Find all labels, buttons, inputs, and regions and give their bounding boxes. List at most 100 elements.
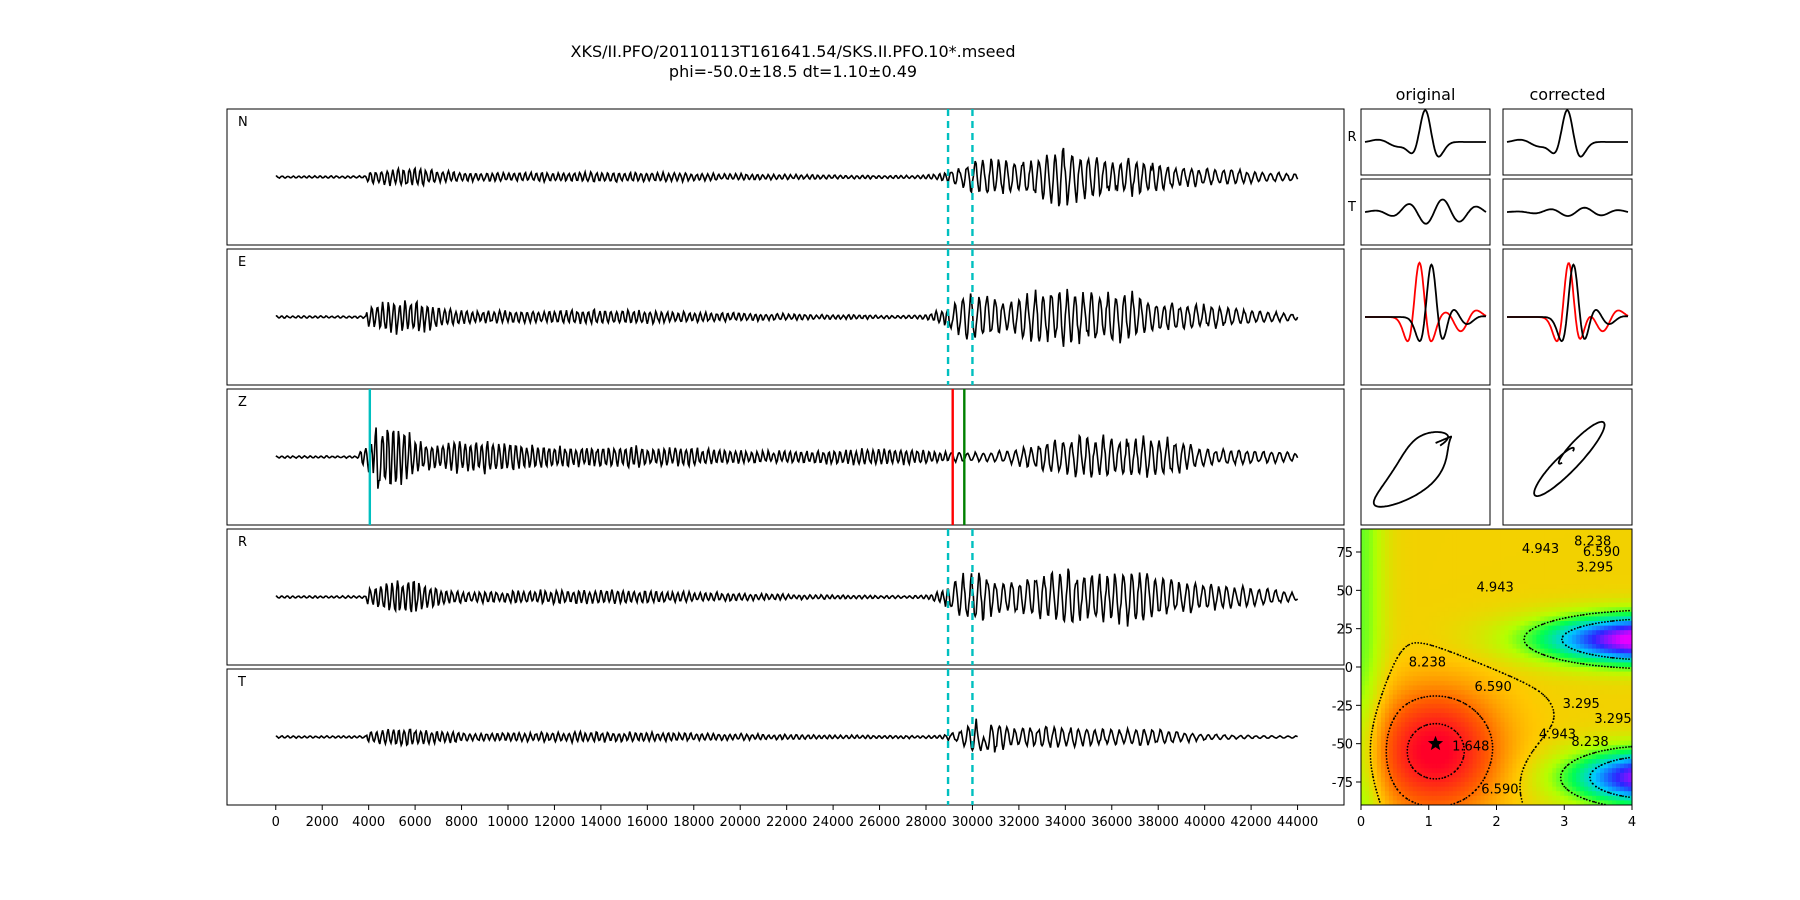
heat-cell <box>1476 791 1482 797</box>
heat-cell <box>1424 542 1430 548</box>
heat-cell <box>1500 726 1506 732</box>
heat-cell <box>1536 671 1541 677</box>
contour-point <box>1385 758 1388 760</box>
heat-cell <box>1492 685 1498 691</box>
heat-cell <box>1540 616 1545 622</box>
heat-cell <box>1504 598 1510 604</box>
heat-cell <box>1548 662 1553 668</box>
heat-cell <box>1488 648 1494 654</box>
heat-cell <box>1396 772 1402 778</box>
heat-cell <box>1476 547 1482 553</box>
x-tick-label: 8000 <box>445 815 478 830</box>
heat-cell <box>1496 593 1502 599</box>
heat-cell <box>1492 754 1498 760</box>
heat-cell <box>1404 529 1410 535</box>
heat-cell <box>1524 745 1529 751</box>
heat-cell <box>1380 703 1386 709</box>
heat-cell <box>1516 726 1522 732</box>
heat-cell <box>1612 565 1617 571</box>
heat-cell <box>1512 713 1518 719</box>
heat-cell <box>1608 777 1613 783</box>
heat-cell <box>1361 699 1366 705</box>
column-title-0: original <box>1396 85 1456 104</box>
heat-cell <box>1468 680 1474 686</box>
heat-cell <box>1400 726 1406 732</box>
heat-cell <box>1464 763 1470 769</box>
contour-point <box>1435 695 1438 697</box>
heat-cell <box>1508 722 1514 728</box>
heat-cell <box>1392 754 1398 760</box>
heat-cell <box>1576 561 1581 567</box>
contour-point <box>1585 652 1588 655</box>
row-label-r: R <box>1347 130 1356 145</box>
heat-cell <box>1600 607 1605 613</box>
heat-cell <box>1472 657 1478 663</box>
heat-cell <box>1528 653 1533 659</box>
heat-cell <box>1432 542 1438 548</box>
heat-cell <box>1580 561 1585 567</box>
heat-cell <box>1384 671 1390 677</box>
heat-cell <box>1624 588 1629 594</box>
heat-cell <box>1492 777 1498 783</box>
heat-cell <box>1580 777 1585 783</box>
heat-cell <box>1476 561 1482 567</box>
heat-cell <box>1460 644 1466 650</box>
heat-cell <box>1552 726 1557 732</box>
heat-cell <box>1528 616 1533 622</box>
heat-cell <box>1628 782 1632 788</box>
heat-cell <box>1564 602 1569 608</box>
heat-cell <box>1604 745 1609 751</box>
heat-cell <box>1520 749 1525 755</box>
contour-point <box>1608 791 1610 794</box>
heat-cell <box>1412 593 1418 599</box>
heat-cell <box>1480 749 1486 755</box>
heat-cell <box>1392 671 1398 677</box>
heat-cell <box>1428 538 1434 544</box>
heat-cell <box>1412 717 1418 723</box>
heat-cell <box>1608 694 1613 700</box>
heat-cell <box>1548 717 1553 723</box>
heat-cell <box>1604 703 1609 709</box>
heat-cell <box>1396 584 1402 590</box>
heat-cell <box>1512 703 1518 709</box>
heat-cell <box>1480 639 1486 645</box>
heat-cell <box>1560 717 1565 723</box>
heat-cell <box>1564 713 1569 719</box>
heat-cell <box>1560 570 1565 576</box>
contour-point <box>1414 698 1417 701</box>
heat-cell <box>1576 533 1581 539</box>
heat-cell <box>1396 749 1402 755</box>
heat-cell <box>1468 607 1474 613</box>
contour-point <box>1521 801 1524 803</box>
heat-cell <box>1616 736 1621 742</box>
heat-cell <box>1580 763 1585 769</box>
heat-cell <box>1420 616 1426 622</box>
heat-cell <box>1428 749 1434 755</box>
heat-cell <box>1520 533 1525 539</box>
heat-cell <box>1608 763 1613 769</box>
heat-cell <box>1612 667 1617 673</box>
heat-cell <box>1500 561 1506 567</box>
heat-cell <box>1604 575 1609 581</box>
heat-cell <box>1516 708 1522 714</box>
heat-cell <box>1444 685 1450 691</box>
heat-cell <box>1556 634 1561 640</box>
heat-cell <box>1508 667 1514 673</box>
heat-cell <box>1420 782 1426 788</box>
heat-cell <box>1560 538 1565 544</box>
heat-cell <box>1416 639 1422 645</box>
heat-cell <box>1492 616 1498 622</box>
heat-cell <box>1472 584 1478 590</box>
heat-cell <box>1460 616 1466 622</box>
heat-cell <box>1612 575 1617 581</box>
heat-cell <box>1380 593 1386 599</box>
heat-cell <box>1528 556 1533 562</box>
heat-cell <box>1564 648 1569 654</box>
heat-cell <box>1480 791 1486 797</box>
x-tick-label: 22000 <box>766 815 807 830</box>
heat-cell <box>1476 607 1482 613</box>
heat-cell <box>1512 611 1518 617</box>
heat-cell <box>1460 667 1466 673</box>
heat-cell <box>1448 703 1454 709</box>
heat-cell <box>1400 542 1406 548</box>
